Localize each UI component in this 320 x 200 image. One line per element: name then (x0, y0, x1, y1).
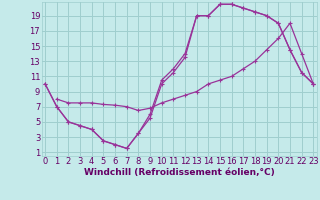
X-axis label: Windchill (Refroidissement éolien,°C): Windchill (Refroidissement éolien,°C) (84, 168, 275, 177)
